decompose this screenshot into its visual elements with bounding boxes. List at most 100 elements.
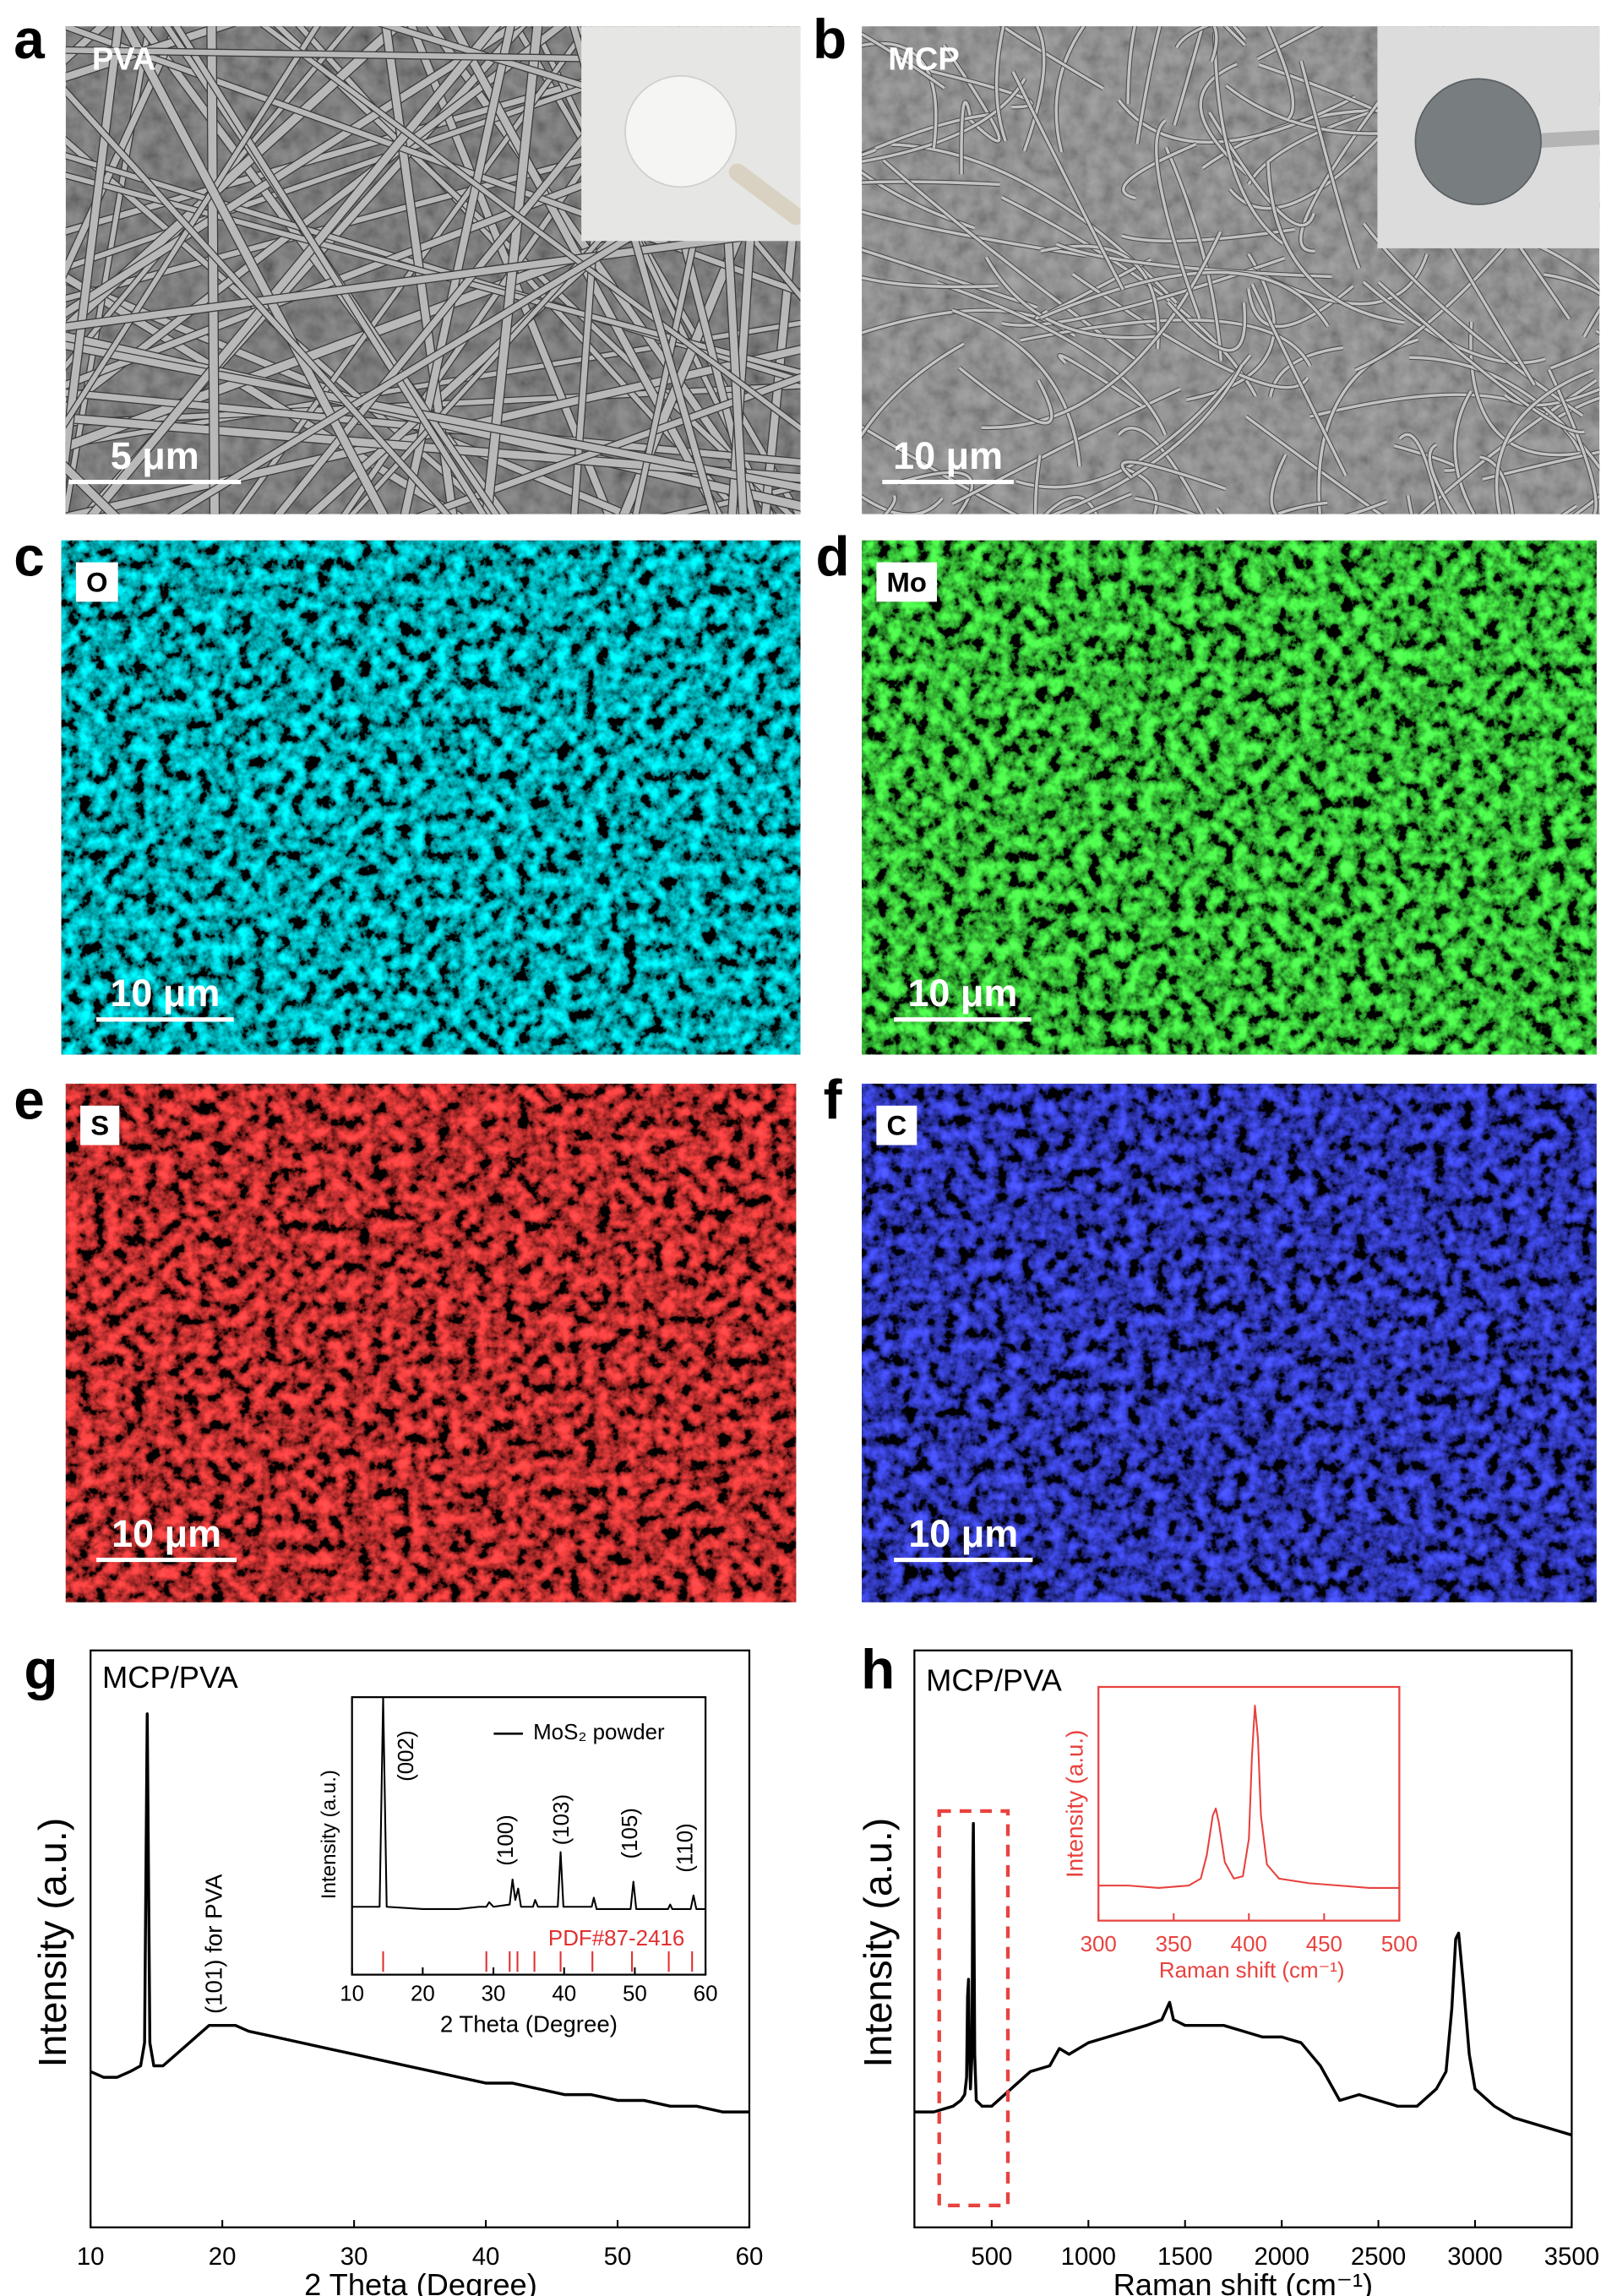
fiber bbox=[1256, 26, 1322, 61]
legend-label: MoS₂ powder bbox=[533, 1721, 665, 1744]
label-box bbox=[876, 562, 938, 602]
fiber bbox=[862, 112, 998, 156]
panel-label: PVA bbox=[92, 42, 155, 78]
reference-label: PDF#87-2416 bbox=[548, 1927, 684, 1951]
fiber bbox=[817, 261, 852, 427]
fiber bbox=[1011, 71, 1124, 291]
fiber bbox=[163, 26, 499, 514]
y-axis-label: Intensity (a.u.) bbox=[1062, 1730, 1088, 1878]
fiber bbox=[1609, 260, 1617, 349]
fiber bbox=[261, 26, 801, 432]
fiber bbox=[1549, 344, 1600, 370]
x-tick-label: 30 bbox=[482, 1983, 506, 2006]
fiber bbox=[897, 471, 974, 514]
fiber bbox=[1469, 321, 1581, 457]
chart-label: MCP/PVA bbox=[926, 1662, 1062, 1697]
panel-letter: e bbox=[14, 1069, 45, 1130]
y-axis-label: Intensity (a.u.) bbox=[30, 1818, 74, 2068]
fiber bbox=[862, 275, 999, 289]
fiber bbox=[1039, 270, 1330, 328]
fiber bbox=[1228, 119, 1396, 210]
photo-handle bbox=[728, 163, 801, 226]
fiber bbox=[862, 342, 965, 438]
x-tick-label: 300 bbox=[1081, 1933, 1117, 1956]
fiber bbox=[65, 26, 181, 277]
x-tick-label: 60 bbox=[694, 1983, 718, 2006]
fiber bbox=[1270, 454, 1388, 514]
fiber bbox=[1299, 60, 1361, 269]
fiber bbox=[1058, 354, 1143, 407]
fiber bbox=[1015, 354, 1252, 489]
element-map-noise bbox=[65, 1083, 797, 1602]
x-tick-label: 2500 bbox=[1351, 2243, 1406, 2271]
fiber bbox=[65, 26, 122, 482]
fiber bbox=[928, 68, 1033, 109]
fiber bbox=[1409, 356, 1600, 471]
fiber bbox=[862, 171, 976, 230]
panel-letter: b bbox=[813, 8, 847, 70]
x-tick-label: 400 bbox=[1231, 1933, 1267, 1956]
fiber bbox=[1418, 378, 1598, 514]
fiber bbox=[1117, 427, 1205, 514]
x-axis-label: Raman shift (cm⁻¹) bbox=[1113, 2267, 1374, 2296]
panel-letter: g bbox=[24, 1639, 57, 1700]
fiber bbox=[876, 0, 1158, 3]
fiber bbox=[1173, 26, 1205, 126]
panel-label: Mo bbox=[887, 566, 927, 597]
photo-disc bbox=[624, 75, 738, 188]
fiber bbox=[862, 41, 938, 149]
fiber bbox=[1428, 443, 1456, 514]
x-tick-label: 3500 bbox=[1544, 2243, 1599, 2271]
element-map-noise bbox=[862, 540, 1597, 1055]
fiber bbox=[65, 26, 403, 335]
panel-image bbox=[61, 540, 801, 1055]
data-line bbox=[90, 1712, 749, 2114]
fiber bbox=[728, 26, 768, 514]
fiber bbox=[1135, 497, 1197, 514]
x-tick-label: 350 bbox=[1156, 1933, 1192, 1956]
element-map-noise bbox=[61, 540, 801, 1055]
x-tick-label: 500 bbox=[971, 2243, 1012, 2271]
x-tick-label: 10 bbox=[340, 1983, 364, 2006]
x-tick-label: 40 bbox=[552, 1983, 576, 2006]
panel-image bbox=[65, 26, 801, 514]
x-tick-label: 1000 bbox=[1061, 2243, 1116, 2271]
fiber bbox=[400, 26, 514, 514]
x-tick-label: 10 bbox=[77, 2243, 105, 2271]
fiber bbox=[942, 44, 1001, 143]
fiber bbox=[1398, 433, 1442, 514]
panel-letter: c bbox=[14, 525, 45, 587]
fiber bbox=[121, 26, 388, 514]
x-tick-label: 1500 bbox=[1157, 2243, 1212, 2271]
fiber bbox=[65, 26, 769, 271]
plot-frame bbox=[351, 1695, 707, 1976]
fiber bbox=[65, 226, 801, 331]
panel-letter: h bbox=[861, 1639, 895, 1700]
fiber bbox=[65, 273, 462, 514]
x-axis-label: Raman shift (cm⁻¹) bbox=[1159, 1959, 1345, 1983]
fiber bbox=[1054, 26, 1086, 153]
fiber bbox=[65, 47, 801, 65]
panel-label: S bbox=[90, 1109, 109, 1140]
fiber bbox=[884, 494, 896, 514]
fiber bbox=[1247, 285, 1354, 329]
fiber bbox=[65, 26, 801, 296]
fiber bbox=[1107, 0, 1152, 6]
data-line bbox=[914, 1821, 1572, 2137]
scale-bar-label: 10 μm bbox=[893, 434, 1003, 477]
fiber bbox=[65, 320, 801, 448]
fiber bbox=[1453, 390, 1476, 514]
chart-label: MCP/PVA bbox=[102, 1660, 238, 1695]
label-box bbox=[75, 562, 118, 602]
fiber bbox=[1208, 112, 1315, 227]
fiber bbox=[1001, 256, 1286, 327]
scale-bar-label: 10 μm bbox=[110, 971, 220, 1015]
fiber bbox=[951, 308, 1081, 467]
fiber bbox=[65, 276, 634, 514]
x-tick-label: 3000 bbox=[1447, 2243, 1502, 2271]
scale-bar-label: 10 μm bbox=[907, 971, 1017, 1015]
panel-label: MCP bbox=[888, 42, 959, 78]
fiber bbox=[1122, 143, 1197, 200]
